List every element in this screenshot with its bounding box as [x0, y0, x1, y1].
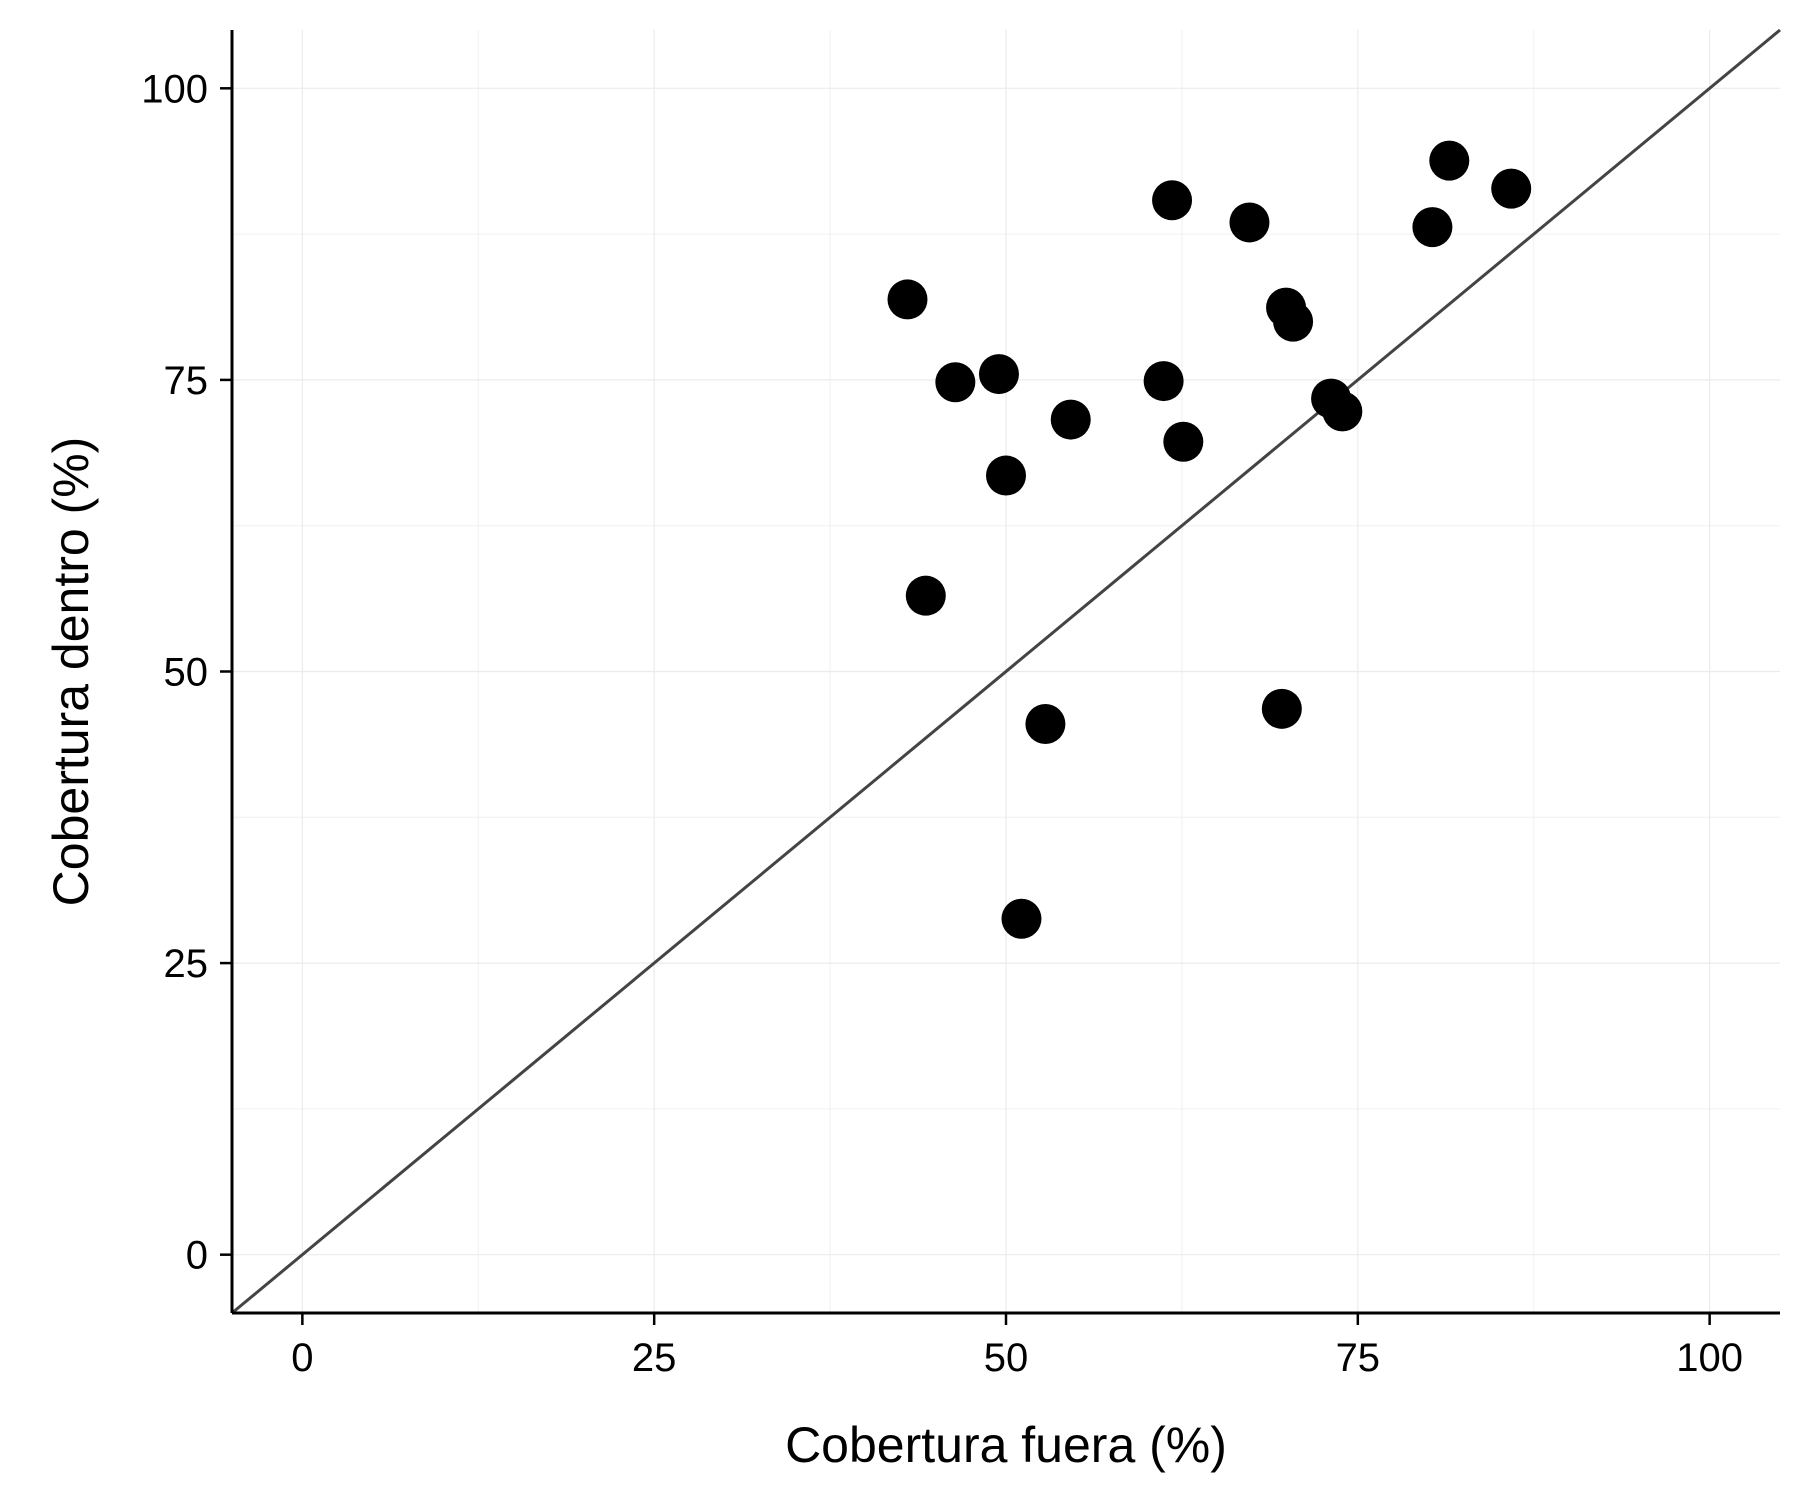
x-tick-label: 50 [984, 1336, 1029, 1380]
identity-reference-line [231, 28, 1781, 1315]
data-point [1412, 207, 1453, 248]
data-point [1152, 180, 1193, 221]
data-point [1273, 301, 1314, 342]
y-tick-label: 75 [164, 359, 209, 403]
x-tick-label: 0 [291, 1336, 313, 1380]
data-point [1229, 202, 1270, 243]
y-tick-label: 0 [186, 1234, 208, 1278]
y-tick-label: 100 [141, 67, 208, 111]
x-axis-ticks: 0 25 50 75 100 [291, 1313, 1743, 1380]
data-point [1491, 168, 1532, 209]
y-tick-label: 50 [164, 651, 209, 695]
data-point [986, 455, 1026, 496]
x-tick-label: 25 [632, 1336, 677, 1380]
data-point [1322, 391, 1363, 432]
x-tick-label: 75 [1336, 1336, 1381, 1380]
data-point [1261, 688, 1302, 729]
x-tick-label: 100 [1676, 1336, 1743, 1380]
x-axis-title: Cobertura fuera (%) [785, 1417, 1227, 1473]
y-tick-label: 25 [164, 942, 209, 986]
data-point [1163, 421, 1204, 462]
data-point [1001, 898, 1042, 939]
y-axis-ticks: 0 25 50 75 100 [141, 67, 232, 1278]
data-point [935, 362, 976, 403]
y-axis-title: Cobertura dentro (%) [43, 437, 99, 907]
data-point [978, 354, 1019, 395]
data-point [1050, 399, 1091, 440]
data-point [1143, 361, 1184, 402]
data-point [1025, 703, 1066, 744]
data-points [887, 140, 1532, 939]
data-point [1429, 140, 1470, 181]
data-point [905, 575, 946, 616]
data-point [887, 279, 928, 320]
